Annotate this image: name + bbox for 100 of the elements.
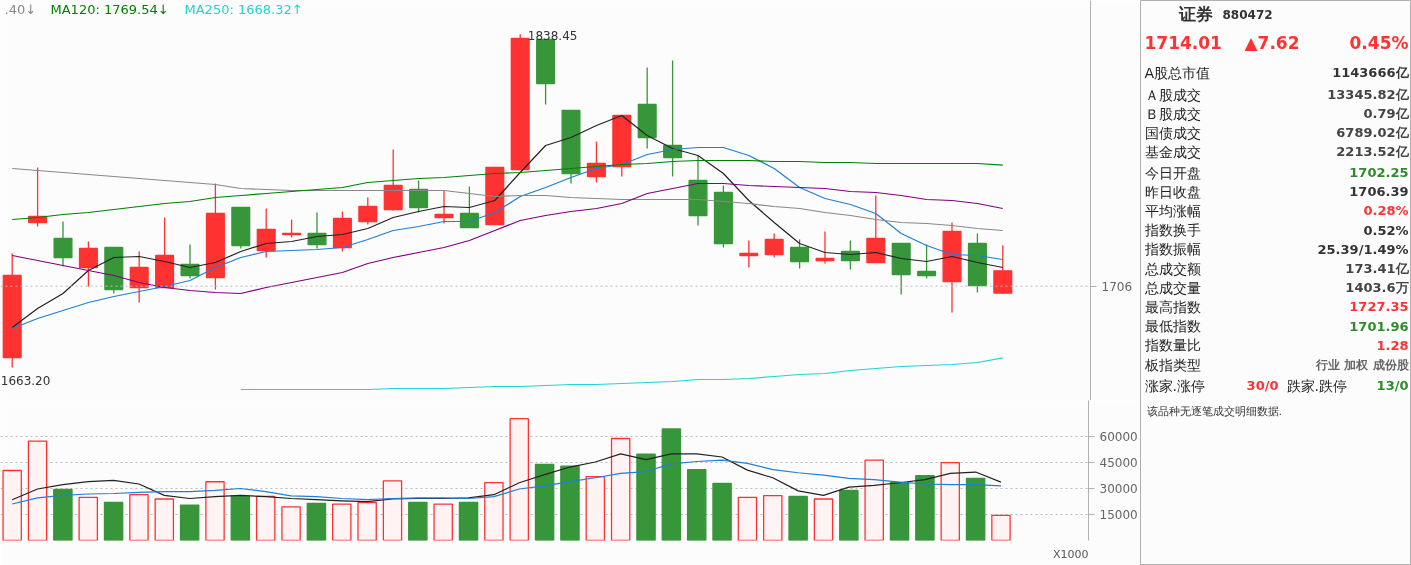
text: 1727.35	[1349, 299, 1409, 315]
bar	[129, 494, 149, 541]
text: 2213.52亿	[1336, 144, 1409, 159]
bar	[179, 504, 200, 541]
bar	[915, 475, 935, 541]
candlestick	[764, 232, 784, 259]
bar	[661, 428, 682, 541]
line-series	[11, 453, 1002, 503]
annotation: 1838.45	[527, 29, 578, 44]
bar	[585, 475, 606, 541]
bar	[509, 418, 530, 541]
candlestick	[78, 240, 98, 288]
text: 证券	[1177, 3, 1213, 24]
y-tick-label: 30000	[1099, 482, 1138, 497]
category-label: 总成交量	[1143, 279, 1201, 296]
candlestick	[434, 189, 454, 225]
bar	[27, 440, 48, 541]
candlestick	[409, 179, 429, 214]
candlestick	[815, 230, 835, 265]
category-label: 指数量比	[1143, 337, 1201, 354]
category-label: 指数振幅	[1143, 241, 1201, 258]
category-label: 最低指数	[1144, 318, 1201, 335]
category-label: 最高指数	[1144, 298, 1201, 315]
category-label: 昨日收盘	[1144, 183, 1201, 200]
category-label: 涨家.涨停	[1144, 377, 1205, 394]
candlestick	[739, 239, 759, 269]
category-label: 国债成交	[1144, 124, 1201, 141]
text: 行业 加权 成份股	[1316, 357, 1409, 372]
candlestick	[459, 185, 479, 229]
candlestick	[53, 220, 73, 268]
bar	[965, 477, 986, 541]
bar	[940, 462, 961, 541]
text: 6789.02亿	[1336, 125, 1409, 140]
text: 1701.96	[1349, 318, 1409, 334]
bar	[2, 469, 22, 541]
candlestick	[307, 211, 327, 250]
candlestick	[129, 250, 149, 304]
category-label: 跌家.跌停	[1286, 377, 1347, 394]
text: 173.41亿	[1345, 261, 1409, 276]
candlestick	[866, 194, 886, 264]
bar	[281, 506, 301, 541]
text: 0.52%	[1363, 222, 1409, 238]
text: 30/0	[1246, 378, 1279, 393]
y-tick-label: 15000	[1099, 508, 1138, 523]
category-label: 指数换手	[1143, 222, 1201, 239]
category-label: Ａ股成交	[1144, 86, 1201, 103]
bar	[484, 481, 504, 541]
candlestick	[180, 243, 200, 280]
bar	[864, 459, 884, 541]
category-label: 基金成交	[1144, 143, 1201, 160]
bar	[230, 495, 251, 541]
bar	[382, 480, 403, 541]
bar	[686, 468, 707, 541]
text: 1702.25	[1349, 165, 1409, 180]
category-label: 今日开盘	[1144, 164, 1201, 181]
bar	[839, 489, 859, 541]
bar	[788, 495, 808, 541]
bar	[712, 482, 732, 541]
candlestick	[383, 148, 403, 212]
bar	[636, 453, 656, 541]
text: 1143666亿	[1332, 65, 1409, 80]
category-label: 板指类型	[1143, 356, 1201, 373]
candlestick	[993, 244, 1013, 295]
text: .40↓	[4, 1, 37, 17]
category-label: A股总市值	[1144, 64, 1211, 81]
candlestick	[256, 207, 276, 259]
bar	[763, 494, 783, 541]
text: 13345.82亿	[1327, 87, 1409, 102]
bar	[78, 496, 99, 541]
text: 0.79亿	[1363, 106, 1409, 121]
text: 1663.20	[0, 373, 51, 388]
bar	[255, 495, 276, 541]
line-series	[11, 459, 1002, 505]
y-tick-label: 45000	[1099, 456, 1138, 471]
bar	[991, 514, 1011, 541]
text: X1000	[1052, 547, 1089, 561]
text: 0.45%	[1349, 32, 1409, 53]
category-label: 平均涨幅	[1144, 202, 1201, 219]
y-tick-label: 60000	[1099, 430, 1138, 445]
text: MA250: 1668.32↑	[184, 1, 303, 17]
text: 1714.01	[1144, 33, 1222, 53]
text: 1706.39	[1349, 184, 1409, 200]
bar	[560, 465, 580, 541]
bar	[306, 502, 327, 541]
text: 13/0	[1376, 378, 1409, 393]
candlestick	[358, 196, 378, 226]
bar	[357, 501, 377, 541]
bar	[737, 496, 758, 541]
bar	[610, 437, 631, 541]
bar	[458, 501, 479, 541]
bar	[103, 501, 124, 541]
bar	[433, 503, 453, 541]
text: 0.28%	[1363, 203, 1409, 219]
text: ▲7.62	[1244, 32, 1300, 53]
bar	[53, 488, 73, 541]
bar	[534, 463, 555, 541]
candlestick	[790, 238, 810, 270]
category-label: 总成交额	[1143, 260, 1201, 277]
bar	[889, 481, 910, 541]
bar	[154, 498, 175, 541]
